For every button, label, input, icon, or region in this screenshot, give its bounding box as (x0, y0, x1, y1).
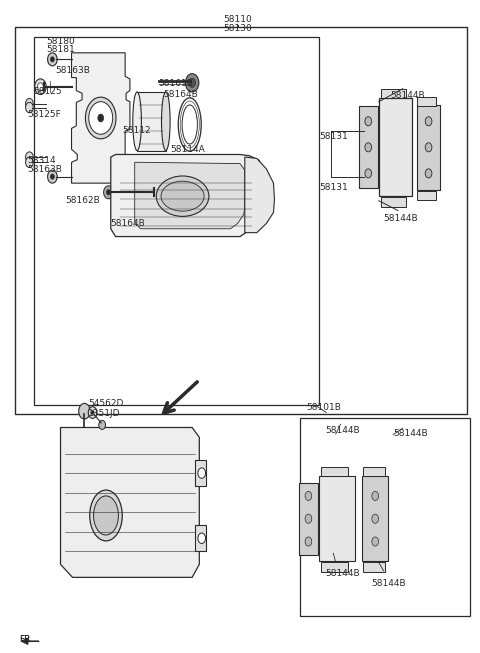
Circle shape (198, 468, 205, 479)
Text: 58164B: 58164B (163, 90, 198, 99)
Text: 58144B: 58144B (393, 430, 428, 438)
Circle shape (48, 170, 57, 183)
Circle shape (99, 421, 106, 430)
Text: 58163B: 58163B (56, 66, 91, 75)
Text: 58181: 58181 (46, 45, 75, 54)
Text: 58144B: 58144B (325, 569, 360, 578)
FancyBboxPatch shape (417, 97, 436, 106)
Circle shape (365, 169, 372, 178)
Text: 1351JD: 1351JD (88, 409, 120, 418)
Text: 58110: 58110 (223, 15, 252, 24)
Circle shape (50, 174, 54, 179)
FancyBboxPatch shape (137, 92, 166, 151)
FancyBboxPatch shape (417, 105, 440, 189)
Circle shape (104, 185, 113, 199)
Text: 58131: 58131 (319, 183, 348, 192)
Circle shape (89, 102, 113, 135)
FancyBboxPatch shape (322, 562, 348, 571)
Circle shape (305, 514, 312, 523)
Text: 58130: 58130 (223, 24, 252, 33)
Ellipse shape (161, 181, 204, 211)
Circle shape (85, 97, 116, 139)
Circle shape (98, 114, 104, 122)
Circle shape (25, 103, 33, 113)
Ellipse shape (161, 92, 170, 151)
FancyBboxPatch shape (299, 483, 318, 554)
Text: 58131: 58131 (319, 133, 348, 141)
FancyBboxPatch shape (194, 460, 206, 486)
Circle shape (425, 143, 432, 152)
Text: 58144B: 58144B (325, 426, 360, 434)
Text: 58144B: 58144B (372, 579, 406, 588)
Text: 58125: 58125 (33, 87, 62, 96)
Ellipse shape (156, 176, 209, 216)
Circle shape (91, 411, 94, 415)
FancyBboxPatch shape (322, 467, 348, 477)
Text: FR.: FR. (19, 635, 33, 645)
Polygon shape (111, 155, 263, 236)
Circle shape (50, 57, 54, 62)
FancyBboxPatch shape (319, 477, 355, 561)
Text: 58125F: 58125F (27, 110, 61, 119)
Circle shape (425, 117, 432, 126)
Circle shape (365, 143, 372, 152)
Circle shape (189, 78, 195, 88)
FancyBboxPatch shape (194, 525, 206, 551)
Text: 58314: 58314 (27, 156, 56, 165)
Polygon shape (60, 428, 199, 577)
FancyBboxPatch shape (381, 197, 406, 206)
Circle shape (88, 407, 97, 419)
Ellipse shape (182, 105, 197, 144)
Text: 54562D: 54562D (88, 400, 123, 409)
Circle shape (25, 99, 33, 109)
Text: 58163B: 58163B (27, 165, 62, 174)
FancyBboxPatch shape (363, 467, 385, 477)
Text: 58112: 58112 (123, 126, 151, 135)
Ellipse shape (94, 496, 119, 535)
Text: 58101B: 58101B (306, 404, 341, 413)
Circle shape (372, 537, 379, 546)
FancyBboxPatch shape (363, 562, 385, 571)
Circle shape (35, 79, 46, 95)
Circle shape (25, 152, 33, 163)
Text: 58161B: 58161B (158, 79, 193, 88)
Text: 58180: 58180 (46, 37, 75, 46)
Polygon shape (72, 53, 130, 183)
Text: 58114A: 58114A (170, 146, 205, 154)
FancyBboxPatch shape (379, 99, 412, 196)
Circle shape (107, 189, 110, 195)
Text: 58144B: 58144B (384, 214, 418, 223)
Circle shape (37, 83, 43, 91)
Ellipse shape (178, 98, 201, 151)
Circle shape (155, 189, 159, 195)
Circle shape (185, 74, 199, 92)
Circle shape (305, 491, 312, 500)
FancyBboxPatch shape (359, 106, 378, 188)
Text: 58164B: 58164B (111, 219, 145, 228)
Polygon shape (135, 163, 245, 229)
Circle shape (372, 514, 379, 523)
Circle shape (305, 537, 312, 546)
Text: FR.: FR. (19, 635, 33, 645)
Ellipse shape (133, 92, 142, 151)
Circle shape (79, 404, 90, 419)
Polygon shape (245, 157, 275, 232)
FancyBboxPatch shape (417, 191, 436, 200)
Circle shape (365, 117, 372, 126)
Circle shape (48, 53, 57, 66)
Circle shape (198, 533, 205, 543)
FancyBboxPatch shape (381, 89, 406, 99)
Text: 58162B: 58162B (65, 196, 100, 205)
Ellipse shape (90, 490, 122, 541)
Text: 58144B: 58144B (391, 91, 425, 100)
FancyBboxPatch shape (362, 477, 388, 561)
Circle shape (152, 184, 163, 200)
Circle shape (372, 491, 379, 500)
Circle shape (25, 157, 33, 168)
Circle shape (425, 169, 432, 178)
